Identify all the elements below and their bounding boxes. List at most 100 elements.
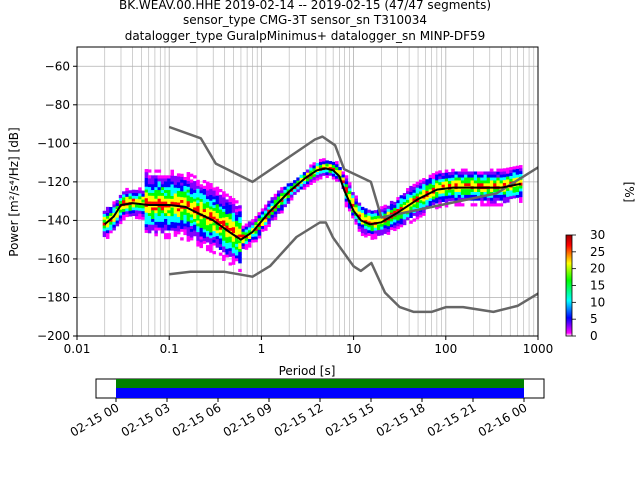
- psd-cell: [238, 213, 242, 218]
- psd-cell: [228, 216, 233, 220]
- psd-cell: [225, 205, 229, 209]
- psd-cell: [325, 169, 329, 173]
- psd-cell: [218, 246, 223, 250]
- psd-cell: [205, 204, 210, 208]
- psd-cell: [506, 182, 510, 186]
- colorbar-tick-label: 5: [590, 312, 598, 326]
- psd-cell: [238, 251, 242, 255]
- psd-cell: [247, 241, 252, 245]
- psd-cell: [344, 198, 349, 202]
- psd-cell: [431, 201, 436, 206]
- psd-cell: [247, 244, 252, 248]
- psd-cell: [212, 239, 216, 243]
- psd-cell: [235, 220, 239, 224]
- psd-cell: [109, 206, 113, 211]
- psd-cell: [186, 192, 191, 196]
- psd-cell: [299, 183, 304, 187]
- psd-cell: [131, 195, 136, 199]
- psd-cell: [428, 183, 433, 187]
- psd-cell: [270, 214, 275, 218]
- psd-cell: [164, 175, 168, 179]
- psd-cell: [444, 189, 449, 193]
- psd-cell: [460, 188, 465, 192]
- psd-cell: [170, 184, 174, 188]
- psd-cell: [512, 195, 517, 199]
- psd-cell: [180, 179, 184, 183]
- psd-cell: [451, 168, 455, 172]
- psd-cell: [176, 190, 181, 194]
- psd-cell: [322, 169, 326, 173]
- psd-cell: [428, 180, 433, 184]
- psd-cell: [383, 213, 387, 217]
- psd-cell: [483, 203, 488, 207]
- psd-cell: [467, 171, 471, 175]
- psd-cell: [506, 179, 510, 183]
- x-tick-label: 1000: [523, 342, 554, 356]
- psd-cell: [489, 174, 494, 178]
- psd-cell: [425, 202, 429, 206]
- psd-cell: [477, 171, 481, 175]
- y-axis-ticks: −200 −180 −160 −140 −120 −100 −80 −60: [37, 59, 77, 343]
- psd-cell: [102, 233, 107, 238]
- psd-cell: [160, 227, 165, 231]
- psd-cell: [160, 175, 165, 179]
- psd-cell: [128, 207, 133, 211]
- psd-cell: [167, 236, 171, 240]
- psd-cell: [260, 208, 265, 212]
- psd-cell: [347, 205, 352, 209]
- psd-cell: [196, 214, 200, 218]
- psd-cell: [218, 215, 223, 219]
- colorbar-label: [%]: [622, 182, 636, 203]
- psd-cell: [483, 174, 488, 178]
- psd-cell: [435, 200, 439, 204]
- psd-cell: [225, 208, 229, 212]
- psd-cell: [215, 244, 220, 248]
- psd-cell: [105, 232, 110, 237]
- psd-cell: [309, 170, 313, 174]
- psd-cell: [406, 199, 410, 203]
- psd-cell: [499, 191, 504, 195]
- psd-cell: [506, 193, 510, 197]
- psd-cell: [205, 184, 210, 188]
- psd-cell: [447, 189, 452, 193]
- psd-cell: [218, 197, 223, 201]
- psd-cell: [205, 210, 210, 214]
- psd-cell: [157, 183, 162, 188]
- psd-cell: [131, 204, 136, 208]
- psd-cell: [357, 228, 362, 232]
- psd-cell: [425, 182, 429, 186]
- psd-cell: [199, 192, 204, 197]
- psd-cell: [241, 245, 245, 250]
- psd-cell: [215, 198, 220, 202]
- psd-cell: [212, 233, 216, 237]
- psd-cell: [235, 246, 239, 250]
- psd-cell: [193, 195, 197, 199]
- psd-cell: [199, 195, 204, 199]
- psd-cell: [170, 181, 174, 185]
- psd-cell: [176, 184, 181, 189]
- psd-cell: [493, 203, 497, 207]
- psd-cell: [473, 197, 478, 201]
- psd-cell: [186, 183, 191, 187]
- psd-cell: [105, 227, 110, 231]
- psd-cell: [144, 226, 149, 231]
- psd-cell: [228, 250, 233, 254]
- psd-cell: [418, 214, 423, 218]
- psd-cell: [409, 200, 413, 204]
- psd-cell: [370, 225, 375, 229]
- psd-cell: [218, 235, 223, 239]
- psd-cell: [347, 208, 352, 212]
- psd-cell: [173, 184, 178, 188]
- psd-cell: [435, 191, 439, 195]
- psd-cell: [196, 226, 200, 230]
- psd-cell: [402, 216, 407, 220]
- psd-cell: [157, 195, 162, 199]
- psd-cell: [176, 208, 181, 212]
- psd-cell: [199, 230, 204, 234]
- psd-cell: [228, 262, 233, 266]
- psd-cell: [515, 171, 520, 175]
- psd-cell: [183, 214, 187, 218]
- psd-cell: [286, 197, 291, 201]
- psd-cell: [251, 233, 255, 237]
- psd-cell: [315, 165, 320, 170]
